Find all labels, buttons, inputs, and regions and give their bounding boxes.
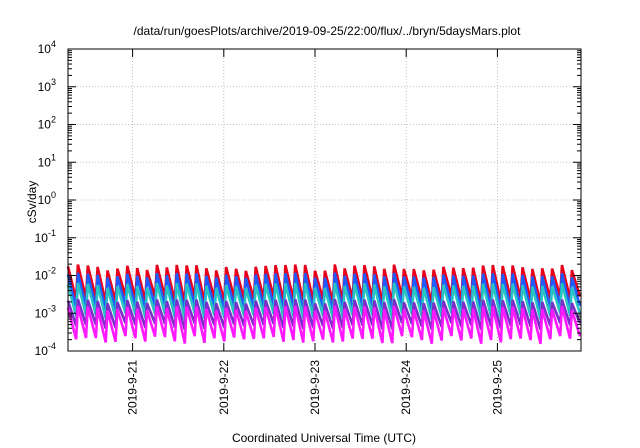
axis-ticks: 10-4 10-3 10-2 10-1 100 101 102 103 104 2019-9-21… [35,39,581,415]
series-line [66,305,582,345]
y-tick-label: 103 [38,77,56,94]
y-tick-label: 10-1 [35,228,56,245]
y-tick-label: 10-3 [35,303,56,320]
x-tick-label: 2019-9-21 [126,360,140,415]
y-tick-label: 10-4 [35,341,56,358]
y-tick-label: 100 [38,190,56,207]
x-axis-label: Coordinated Universal Time (UTC) [232,431,416,445]
x-tick-label: 2019-9-23 [308,360,322,415]
y-tick-label: 104 [38,39,56,56]
series-group [66,264,582,345]
chart-title: /data/run/goesPlots/archive/2019-09-25/2… [134,24,522,38]
y-axis-label: cSv/day [25,181,39,224]
x-tick-label: 2019-9-24 [399,360,413,415]
grid-lines [68,49,581,351]
x-tick-label: 2019-9-25 [490,360,504,415]
y-tick-label: 10-2 [35,266,56,283]
x-tick-label: 2019-9-22 [217,360,231,415]
y-tick-label: 102 [38,115,56,132]
y-tick-label: 101 [38,152,56,169]
